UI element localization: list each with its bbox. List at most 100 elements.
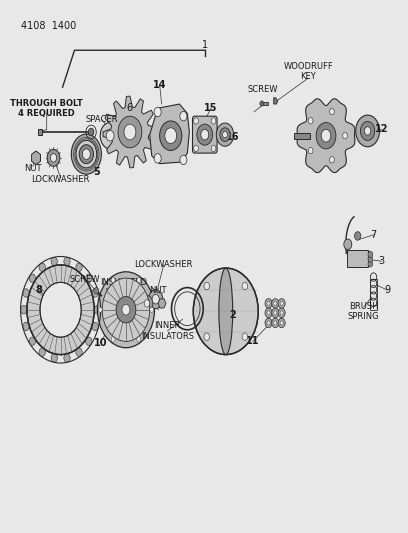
Text: 15: 15	[204, 103, 218, 114]
Circle shape	[92, 322, 98, 331]
Circle shape	[280, 321, 283, 325]
Circle shape	[330, 157, 334, 163]
Text: NUT: NUT	[149, 286, 166, 295]
Circle shape	[274, 321, 277, 325]
Text: 6: 6	[127, 103, 133, 114]
Circle shape	[86, 274, 92, 282]
Circle shape	[141, 295, 153, 311]
Bar	[370, 279, 377, 310]
Circle shape	[272, 308, 279, 318]
Circle shape	[280, 301, 283, 305]
Bar	[294, 133, 310, 139]
Circle shape	[111, 277, 115, 282]
Polygon shape	[150, 104, 189, 164]
Circle shape	[40, 282, 81, 337]
Circle shape	[124, 124, 136, 140]
Circle shape	[197, 124, 213, 145]
Circle shape	[29, 274, 35, 282]
Circle shape	[316, 123, 336, 149]
Circle shape	[76, 140, 97, 168]
Text: 1: 1	[202, 40, 208, 50]
Circle shape	[23, 289, 29, 297]
Circle shape	[267, 321, 270, 325]
Circle shape	[111, 337, 115, 342]
Text: 8: 8	[35, 285, 42, 295]
Text: LOCKWASHER: LOCKWASHER	[31, 175, 90, 184]
Circle shape	[29, 337, 35, 345]
Circle shape	[89, 128, 94, 136]
Text: 11: 11	[246, 336, 259, 346]
Text: 9: 9	[384, 285, 390, 295]
Circle shape	[265, 308, 272, 318]
Circle shape	[160, 121, 182, 150]
Circle shape	[51, 257, 58, 265]
Bar	[347, 249, 368, 266]
Circle shape	[50, 154, 57, 162]
Text: 10: 10	[93, 338, 107, 348]
Circle shape	[242, 282, 248, 289]
Circle shape	[137, 277, 141, 282]
Text: 4: 4	[323, 135, 329, 145]
Text: 16: 16	[226, 132, 239, 142]
FancyBboxPatch shape	[193, 116, 217, 153]
Circle shape	[92, 289, 98, 297]
Circle shape	[220, 128, 230, 141]
Circle shape	[64, 257, 70, 265]
Circle shape	[204, 333, 210, 341]
Circle shape	[82, 149, 90, 159]
Circle shape	[223, 132, 227, 138]
Circle shape	[137, 337, 141, 342]
Circle shape	[20, 305, 27, 314]
Circle shape	[274, 301, 277, 305]
Circle shape	[308, 148, 313, 154]
Circle shape	[154, 154, 161, 163]
Circle shape	[27, 265, 94, 354]
Circle shape	[360, 122, 375, 140]
Circle shape	[100, 123, 120, 149]
Circle shape	[194, 118, 198, 124]
Circle shape	[267, 301, 270, 305]
Circle shape	[356, 115, 379, 147]
Text: LOCKWASHER: LOCKWASHER	[134, 261, 193, 269]
Circle shape	[64, 354, 70, 362]
Circle shape	[272, 318, 279, 328]
Polygon shape	[158, 299, 166, 308]
Circle shape	[118, 116, 142, 148]
Circle shape	[204, 282, 210, 289]
Circle shape	[180, 111, 187, 121]
Circle shape	[265, 298, 272, 308]
Circle shape	[154, 107, 161, 117]
Circle shape	[152, 294, 159, 304]
Circle shape	[86, 337, 92, 345]
Polygon shape	[103, 96, 157, 168]
Circle shape	[194, 145, 198, 151]
Text: SCREW: SCREW	[247, 85, 278, 94]
Text: INNER
INSULATORS: INNER INSULATORS	[141, 321, 194, 341]
Circle shape	[79, 144, 93, 164]
Circle shape	[98, 307, 102, 312]
Circle shape	[343, 133, 347, 139]
Circle shape	[71, 134, 102, 174]
Circle shape	[216, 123, 234, 146]
Circle shape	[278, 298, 285, 308]
Text: 5: 5	[93, 166, 100, 176]
Circle shape	[165, 128, 177, 143]
Polygon shape	[297, 99, 355, 173]
Circle shape	[368, 251, 373, 257]
Text: INSULATED
WASHER: INSULATED WASHER	[100, 278, 147, 297]
Circle shape	[39, 263, 45, 271]
Circle shape	[39, 348, 45, 357]
Circle shape	[265, 318, 272, 328]
Circle shape	[180, 155, 187, 165]
Circle shape	[201, 130, 209, 140]
Circle shape	[274, 311, 277, 315]
Text: SPACER: SPACER	[86, 115, 118, 124]
Text: 7: 7	[370, 230, 377, 240]
Circle shape	[106, 131, 114, 141]
Circle shape	[242, 333, 248, 341]
Circle shape	[368, 256, 373, 262]
Circle shape	[47, 149, 60, 166]
Circle shape	[51, 354, 58, 362]
Ellipse shape	[219, 268, 233, 354]
Circle shape	[368, 261, 373, 267]
